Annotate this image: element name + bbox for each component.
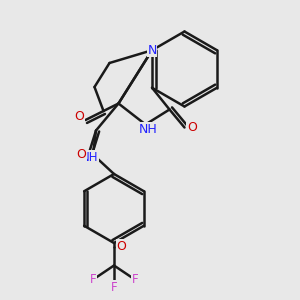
Text: NH: NH [139,122,158,136]
Text: F: F [111,280,117,294]
Text: O: O [75,110,84,124]
Text: N: N [147,44,157,57]
Text: O: O [76,148,86,161]
Text: O: O [117,240,126,253]
Text: O: O [187,121,197,134]
Text: NH: NH [81,151,99,164]
Text: F: F [132,273,138,286]
Text: F: F [90,273,96,286]
